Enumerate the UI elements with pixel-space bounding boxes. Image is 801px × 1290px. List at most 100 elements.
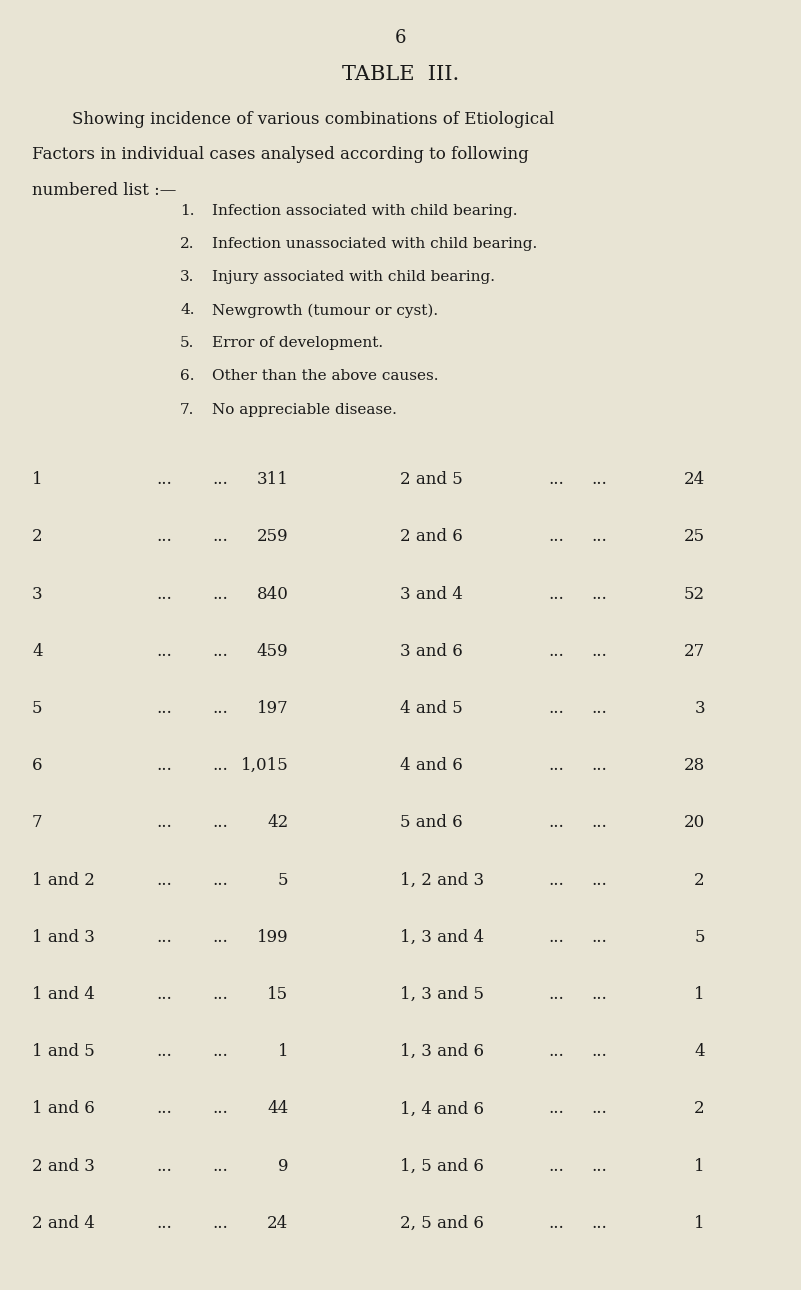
- Text: 5: 5: [694, 929, 705, 946]
- Text: 25: 25: [684, 529, 705, 546]
- Text: 28: 28: [683, 757, 705, 774]
- Text: 4 and 5: 4 and 5: [400, 700, 463, 717]
- Text: Factors in individual cases analysed according to following: Factors in individual cases analysed acc…: [32, 147, 529, 164]
- Text: ...: ...: [156, 586, 172, 602]
- Text: 1 and 6: 1 and 6: [32, 1100, 95, 1117]
- Text: ...: ...: [549, 642, 565, 660]
- Text: 44: 44: [267, 1100, 288, 1117]
- Text: Other than the above causes.: Other than the above causes.: [212, 369, 439, 383]
- Text: 24: 24: [683, 471, 705, 489]
- Text: 3 and 6: 3 and 6: [400, 642, 463, 660]
- Text: 2, 5 and 6: 2, 5 and 6: [400, 1215, 485, 1232]
- Text: ...: ...: [549, 1044, 565, 1060]
- Text: Newgrowth (tumour or cyst).: Newgrowth (tumour or cyst).: [212, 303, 438, 317]
- Text: 7: 7: [32, 814, 42, 832]
- Text: 197: 197: [256, 700, 288, 717]
- Text: ...: ...: [591, 1100, 607, 1117]
- Text: 840: 840: [256, 586, 288, 602]
- Text: ...: ...: [156, 642, 172, 660]
- Text: 1: 1: [694, 1157, 705, 1175]
- Text: 5.: 5.: [180, 337, 195, 351]
- Text: 2: 2: [694, 1100, 705, 1117]
- Text: ...: ...: [212, 471, 228, 489]
- Text: 3: 3: [32, 586, 42, 602]
- Text: ...: ...: [549, 471, 565, 489]
- Text: Injury associated with child bearing.: Injury associated with child bearing.: [212, 270, 495, 284]
- Text: 6: 6: [32, 757, 42, 774]
- Text: ...: ...: [212, 529, 228, 546]
- Text: ...: ...: [549, 1100, 565, 1117]
- Text: 1 and 2: 1 and 2: [32, 872, 95, 889]
- Text: ...: ...: [591, 757, 607, 774]
- Text: 1, 4 and 6: 1, 4 and 6: [400, 1100, 485, 1117]
- Text: 42: 42: [267, 814, 288, 832]
- Text: ...: ...: [156, 929, 172, 946]
- Text: 24: 24: [267, 1215, 288, 1232]
- Text: 1, 5 and 6: 1, 5 and 6: [400, 1157, 485, 1175]
- Text: ...: ...: [549, 1215, 565, 1232]
- Text: 1,015: 1,015: [240, 757, 288, 774]
- Text: 7.: 7.: [180, 402, 195, 417]
- Text: 4 and 6: 4 and 6: [400, 757, 463, 774]
- Text: ...: ...: [549, 1157, 565, 1175]
- Text: ...: ...: [591, 986, 607, 1004]
- Text: ...: ...: [156, 1157, 172, 1175]
- Text: TABLE  III.: TABLE III.: [342, 66, 459, 84]
- Text: ...: ...: [156, 471, 172, 489]
- Text: ...: ...: [212, 700, 228, 717]
- Text: ...: ...: [549, 986, 565, 1004]
- Text: ...: ...: [212, 757, 228, 774]
- Text: 4: 4: [32, 642, 42, 660]
- Text: 6: 6: [395, 28, 406, 46]
- Text: 4: 4: [694, 1044, 705, 1060]
- Text: ...: ...: [156, 700, 172, 717]
- Text: ...: ...: [591, 586, 607, 602]
- Text: ...: ...: [591, 700, 607, 717]
- Text: 1 and 3: 1 and 3: [32, 929, 95, 946]
- Text: ...: ...: [591, 1215, 607, 1232]
- Text: 2 and 6: 2 and 6: [400, 529, 463, 546]
- Text: 259: 259: [257, 529, 288, 546]
- Text: 199: 199: [257, 929, 288, 946]
- Text: 1 and 5: 1 and 5: [32, 1044, 95, 1060]
- Text: 1, 2 and 3: 1, 2 and 3: [400, 872, 485, 889]
- Text: ...: ...: [156, 1100, 172, 1117]
- Text: ...: ...: [591, 471, 607, 489]
- Text: ...: ...: [591, 814, 607, 832]
- Text: ...: ...: [156, 814, 172, 832]
- Text: ...: ...: [212, 586, 228, 602]
- Text: 1, 3 and 6: 1, 3 and 6: [400, 1044, 485, 1060]
- Text: ...: ...: [212, 814, 228, 832]
- Text: 2 and 3: 2 and 3: [32, 1157, 95, 1175]
- Text: 3.: 3.: [180, 270, 195, 284]
- Text: ...: ...: [212, 642, 228, 660]
- Text: ...: ...: [156, 1215, 172, 1232]
- Text: ...: ...: [549, 929, 565, 946]
- Text: ...: ...: [549, 700, 565, 717]
- Text: ...: ...: [156, 529, 172, 546]
- Text: 6.: 6.: [180, 369, 195, 383]
- Text: numbered list :—: numbered list :—: [32, 182, 176, 199]
- Text: ...: ...: [212, 1044, 228, 1060]
- Text: 2: 2: [694, 872, 705, 889]
- Text: ...: ...: [212, 986, 228, 1004]
- Text: Showing incidence of various combinations of Etiological: Showing incidence of various combination…: [72, 111, 554, 128]
- Text: Infection associated with child bearing.: Infection associated with child bearing.: [212, 204, 517, 218]
- Text: 4.: 4.: [180, 303, 195, 317]
- Text: 20: 20: [683, 814, 705, 832]
- Text: ...: ...: [212, 1100, 228, 1117]
- Text: ...: ...: [156, 757, 172, 774]
- Text: 1 and 4: 1 and 4: [32, 986, 95, 1004]
- Text: ...: ...: [591, 1044, 607, 1060]
- Text: 1: 1: [32, 471, 42, 489]
- Text: ...: ...: [549, 757, 565, 774]
- Text: 5 and 6: 5 and 6: [400, 814, 463, 832]
- Text: 52: 52: [684, 586, 705, 602]
- Text: 5: 5: [278, 872, 288, 889]
- Text: ...: ...: [212, 929, 228, 946]
- Text: No appreciable disease.: No appreciable disease.: [212, 402, 397, 417]
- Text: ...: ...: [591, 529, 607, 546]
- Text: 2.: 2.: [180, 237, 195, 250]
- Text: 1.: 1.: [180, 204, 195, 218]
- Text: 2: 2: [32, 529, 42, 546]
